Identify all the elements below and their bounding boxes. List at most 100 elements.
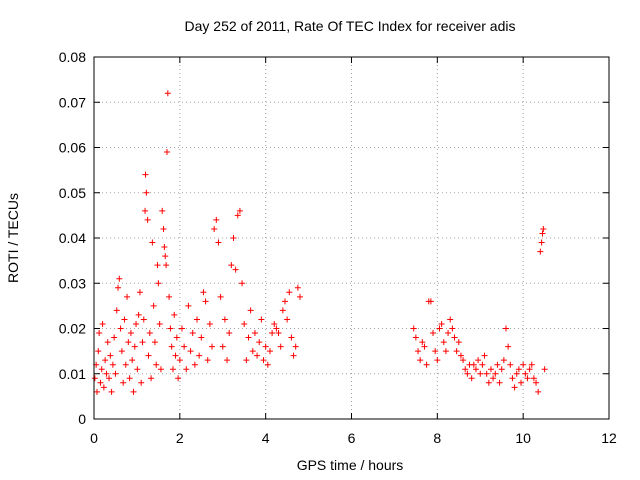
data-point — [518, 379, 525, 386]
data-point — [148, 375, 155, 382]
data-point — [221, 316, 228, 323]
data-point — [143, 189, 150, 196]
data-point — [168, 343, 175, 350]
data-point — [134, 366, 141, 373]
data-point — [209, 343, 216, 350]
data-point — [500, 357, 507, 364]
data-point — [202, 298, 209, 305]
y-tick-label: 0.08 — [59, 49, 86, 65]
data-point — [129, 357, 136, 364]
data-point — [120, 379, 127, 386]
data-point — [194, 316, 200, 323]
data-point — [171, 311, 178, 318]
y-tick-label: 0 — [78, 411, 86, 427]
data-point — [247, 307, 254, 314]
data-point — [172, 352, 179, 359]
data-point — [125, 339, 132, 346]
data-point — [226, 330, 233, 337]
data-point — [100, 384, 107, 391]
data-point — [457, 352, 464, 359]
data-point — [251, 330, 258, 337]
data-point — [135, 311, 142, 318]
data-point — [178, 325, 185, 332]
data-point — [254, 352, 261, 359]
data-point — [175, 375, 182, 382]
data-point — [447, 316, 454, 323]
data-point — [511, 384, 518, 391]
data-point — [95, 348, 102, 355]
data-point — [535, 388, 542, 395]
data-point — [133, 320, 140, 327]
data-point — [245, 334, 252, 341]
y-tick-label: 0.07 — [59, 94, 86, 110]
data-point — [204, 357, 211, 364]
data-point — [181, 343, 188, 350]
data-point — [176, 357, 183, 364]
data-point — [116, 275, 123, 282]
y-tick-label: 0.01 — [59, 366, 86, 382]
data-point — [156, 320, 163, 327]
data-point — [224, 357, 231, 364]
data-point — [145, 352, 152, 359]
x-tick-label: 10 — [515, 430, 531, 446]
data-point — [477, 370, 484, 377]
x-axis-label: GPS time / hours — [297, 457, 404, 473]
data-point — [498, 366, 505, 373]
y-tick-label: 0.03 — [59, 275, 86, 291]
data-point — [198, 334, 205, 341]
data-point — [151, 339, 158, 346]
data-point — [256, 339, 263, 346]
data-point — [449, 325, 456, 332]
data-point — [421, 343, 428, 350]
data-point — [185, 302, 192, 309]
data-point — [94, 388, 101, 395]
data-point — [154, 262, 161, 269]
data-point — [243, 357, 250, 364]
data-point — [149, 239, 156, 246]
data-point — [142, 207, 149, 214]
data-point — [126, 375, 133, 382]
data-point — [462, 366, 469, 373]
data-point — [540, 225, 547, 232]
data-point — [419, 339, 426, 346]
grid-lines — [94, 57, 609, 419]
data-point — [127, 330, 134, 337]
data-point — [262, 343, 269, 350]
x-tick-label: 6 — [348, 430, 356, 446]
y-tick-label: 0.02 — [59, 321, 86, 337]
data-point — [228, 262, 235, 269]
data-point — [215, 239, 222, 246]
data-point — [130, 388, 137, 395]
data-point — [211, 225, 218, 232]
data-point — [232, 266, 239, 273]
data-point — [515, 366, 522, 373]
data-point — [505, 343, 512, 350]
data-point — [163, 262, 170, 269]
data-point — [167, 325, 174, 332]
data-point — [520, 361, 527, 368]
data-point — [113, 307, 120, 314]
data-point — [264, 361, 271, 368]
chart-title: Day 252 of 2011, Rate Of TEC Index for r… — [185, 18, 516, 34]
data-point — [103, 370, 110, 377]
data-point — [162, 253, 169, 260]
data-point — [118, 348, 125, 355]
data-point — [460, 357, 467, 364]
data-point — [169, 366, 176, 373]
data-point — [417, 357, 424, 364]
data-point — [91, 375, 98, 382]
data-point — [451, 334, 458, 341]
data-point — [286, 289, 293, 296]
data-point — [219, 343, 226, 350]
data-point — [161, 244, 168, 251]
data-point — [166, 293, 173, 300]
data-point — [490, 375, 497, 382]
data-point — [159, 207, 166, 214]
data-point — [290, 352, 297, 359]
data-point — [108, 388, 115, 395]
data-point — [191, 361, 198, 368]
data-point — [275, 330, 282, 337]
data-point — [99, 320, 106, 327]
data-point — [140, 316, 147, 323]
